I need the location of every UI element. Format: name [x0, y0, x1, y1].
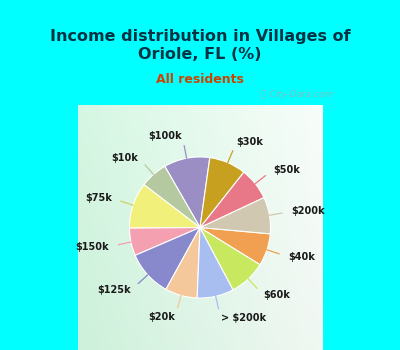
Text: $50k: $50k: [273, 164, 300, 175]
Text: $150k: $150k: [75, 242, 109, 252]
Text: > $200k: > $200k: [221, 313, 266, 323]
Text: All residents: All residents: [156, 73, 244, 86]
Text: $60k: $60k: [264, 290, 290, 300]
Wedge shape: [200, 228, 270, 265]
Text: $30k: $30k: [237, 137, 264, 147]
Text: $75k: $75k: [85, 193, 112, 203]
Text: Income distribution in Villages of
Oriole, FL (%): Income distribution in Villages of Oriol…: [50, 29, 350, 62]
Text: $125k: $125k: [98, 285, 131, 295]
Wedge shape: [144, 166, 200, 228]
Text: $40k: $40k: [288, 252, 315, 262]
Text: $20k: $20k: [148, 312, 175, 322]
Wedge shape: [130, 228, 200, 256]
Wedge shape: [166, 228, 200, 298]
Wedge shape: [135, 228, 200, 289]
Text: $200k: $200k: [292, 206, 325, 216]
Wedge shape: [200, 172, 264, 228]
Wedge shape: [200, 197, 270, 234]
Text: ⓘ City-Data.com: ⓘ City-Data.com: [261, 90, 333, 99]
Wedge shape: [200, 158, 244, 228]
Text: $100k: $100k: [149, 131, 182, 141]
Wedge shape: [197, 228, 233, 298]
Wedge shape: [130, 185, 200, 228]
Wedge shape: [200, 228, 260, 290]
Text: $10k: $10k: [112, 153, 138, 162]
Wedge shape: [165, 157, 210, 228]
